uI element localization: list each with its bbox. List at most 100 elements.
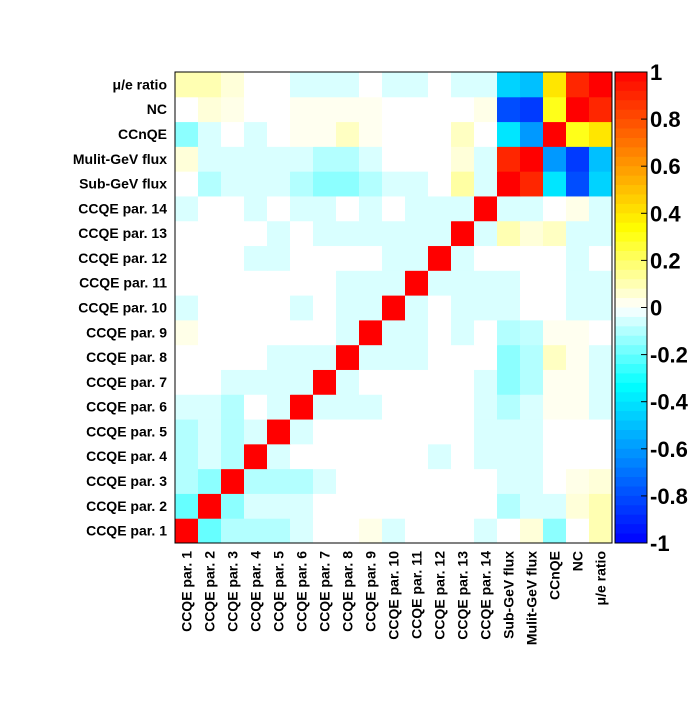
heatmap-cell-5-19: [589, 419, 613, 445]
heatmap-cell-18-6: [290, 96, 314, 123]
heatmap-cell-7-10: [382, 369, 406, 395]
heatmap-cell-6-13: [451, 394, 475, 420]
heatmap-cell-16-19: [589, 146, 613, 172]
heatmap-cell-1-17: [543, 518, 567, 544]
y-tick-label-1: CCQE par. 1: [86, 523, 167, 539]
heatmap-cell-15-6: [290, 171, 314, 197]
heatmap-cell-7-2: [198, 369, 222, 395]
heatmap-cell-4-17: [543, 443, 567, 470]
colorbar-tick-label: 0.8: [650, 107, 681, 132]
heatmap-cell-6-3: [221, 394, 245, 420]
heatmap-cell-9-13: [451, 319, 475, 346]
heatmap-cell-16-11: [405, 146, 429, 172]
heatmap-cell-13-19: [589, 220, 613, 247]
heatmap-cell-17-2: [198, 121, 222, 147]
heatmap-cell-19-2: [198, 72, 222, 98]
heatmap-cell-9-3: [221, 319, 245, 346]
heatmap-cell-13-3: [221, 220, 245, 247]
heatmap-cell-18-11: [405, 96, 429, 123]
heatmap-cell-11-12: [428, 270, 452, 296]
heatmap-cell-6-10: [382, 394, 406, 420]
heatmap-cell-10-14: [474, 295, 498, 321]
heatmap-cell-8-17: [543, 344, 567, 370]
colorbar-band: [615, 316, 647, 327]
heatmap-cell-11-19: [589, 270, 613, 296]
heatmap-cell-8-10: [382, 344, 406, 370]
heatmap-cell-3-14: [474, 468, 498, 494]
heatmap-cell-9-18: [566, 319, 590, 346]
heatmap-cell-1-8: [336, 518, 360, 544]
y-tick-label-2: CCQE par. 2: [86, 498, 167, 514]
colorbar-tick-label: -0.4: [650, 390, 689, 415]
heatmap-cell-13-15: [497, 220, 521, 247]
heatmap-cell-18-15: [497, 96, 521, 123]
heatmap-cell-6-2: [198, 394, 222, 420]
colorbar-band: [615, 382, 647, 393]
heatmap-cell-16-8: [336, 146, 360, 172]
heatmap-cell-14-18: [566, 195, 590, 222]
heatmap-cell-2-17: [543, 493, 567, 519]
heatmap-cell-16-13: [451, 146, 475, 172]
colorbar-band: [615, 222, 647, 233]
heatmap-cell-14-13: [451, 195, 475, 222]
heatmap-cell-5-15: [497, 419, 521, 445]
heatmap-cell-19-17: [543, 72, 567, 98]
heatmap-cell-13-11: [405, 220, 429, 247]
colorbar-band: [615, 109, 647, 120]
heatmap-cell-13-9: [359, 220, 383, 247]
colorbar-band: [615, 448, 647, 459]
heatmap-cell-3-6: [290, 468, 314, 494]
heatmap-cell-10-3: [221, 295, 245, 321]
heatmap-cell-13-5: [267, 220, 291, 247]
heatmap-cell-12-17: [543, 245, 567, 271]
heatmap-cell-15-8: [336, 171, 360, 197]
heatmap-cell-6-8: [336, 394, 360, 420]
heatmap-cell-4-13: [451, 443, 475, 470]
heatmap-cell-7-17: [543, 369, 567, 395]
heatmap-cell-2-15: [497, 493, 521, 519]
heatmap-cell-10-16: [520, 295, 544, 321]
heatmap-cell-7-6: [290, 369, 314, 395]
heatmap-cell-14-4: [244, 195, 268, 222]
heatmap-cell-12-7: [313, 245, 337, 271]
heatmap-cell-3-2: [198, 468, 222, 494]
heatmap-cell-11-1: [175, 270, 199, 296]
x-tick-label-19: μ/e ratio: [593, 551, 609, 605]
heatmap-cell-3-7: [313, 468, 337, 494]
heatmap-cell-15-5: [267, 171, 291, 197]
heatmap-cell-4-19: [589, 443, 613, 470]
heatmap-cell-4-3: [221, 443, 245, 470]
colorbar-band: [615, 185, 647, 195]
heatmap-cell-9-2: [198, 319, 222, 346]
heatmap-cell-12-14: [474, 245, 498, 271]
heatmap-cell-12-15: [497, 245, 521, 271]
colorbar-band: [615, 166, 647, 177]
heatmap-cell-12-18: [566, 245, 590, 271]
heatmap-cell-13-13: [451, 220, 475, 247]
heatmap-cell-7-18: [566, 369, 590, 395]
heatmap-cell-11-7: [313, 270, 337, 296]
heatmap-cell-7-1: [175, 369, 199, 395]
heatmap-cell-16-2: [198, 146, 222, 172]
y-tick-label-9: CCQE par. 9: [86, 324, 167, 340]
colorbar-band: [615, 260, 647, 271]
y-tick-label-14: CCQE par. 14: [78, 200, 167, 216]
heatmap-cell-18-9: [359, 96, 383, 123]
heatmap-cell-16-15: [497, 146, 521, 172]
heatmap-cell-12-8: [336, 245, 360, 271]
x-tick-label-12: CCQE par. 12: [432, 551, 448, 640]
colorbar-band: [615, 524, 647, 535]
heatmap-cell-15-1: [175, 171, 199, 197]
color-scale-bar: [614, 71, 648, 544]
heatmap-cell-2-4: [244, 493, 268, 519]
heatmap-cell-5-11: [405, 419, 429, 445]
heatmap-cell-3-12: [428, 468, 452, 494]
heatmap-cell-16-18: [566, 146, 590, 172]
heatmap-cell-15-9: [359, 171, 383, 197]
heatmap-cell-17-9: [359, 121, 383, 147]
heatmap-cell-5-10: [382, 419, 406, 445]
y-tick-label-12: CCQE par. 12: [78, 250, 167, 266]
heatmap-cell-12-4: [244, 245, 268, 271]
heatmap-cell-7-7: [313, 369, 337, 395]
colorbar-band: [615, 477, 647, 487]
